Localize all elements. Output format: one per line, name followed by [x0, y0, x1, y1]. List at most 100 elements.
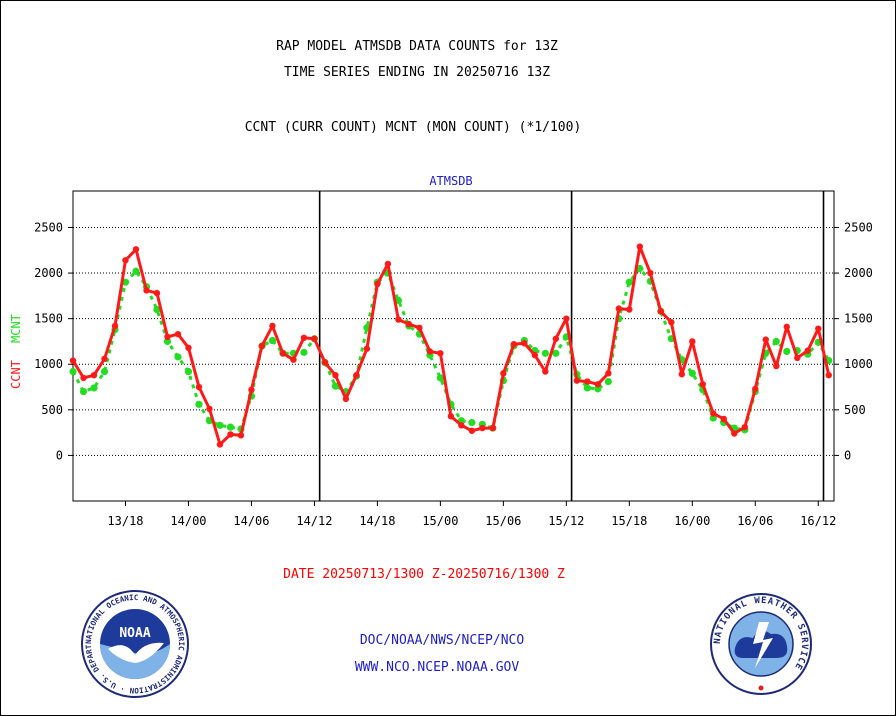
data-point-ccnt	[363, 345, 371, 352]
data-point-mcnt	[783, 347, 791, 356]
data-point-mcnt	[100, 367, 109, 376]
data-point-ccnt	[815, 325, 822, 332]
data-point-mcnt	[163, 337, 172, 346]
data-point-mcnt	[436, 374, 444, 382]
chart-title-line2: TIME SERIES ENDING IN 20250716 13Z	[283, 65, 551, 80]
data-point-ccnt	[237, 432, 245, 439]
data-point-mcnt	[594, 385, 602, 393]
y-tick-label: 1000	[34, 357, 63, 371]
data-point-ccnt	[164, 333, 171, 341]
x-tick-label: 15/06	[485, 514, 521, 528]
data-point-mcnt	[174, 353, 182, 361]
y-tick-label-right: 1000	[844, 357, 873, 371]
data-point-ccnt	[122, 257, 129, 264]
data-point-mcnt	[195, 400, 203, 408]
data-point-ccnt	[594, 381, 602, 388]
y-tick-label: 2000	[34, 266, 63, 280]
data-point-ccnt	[531, 351, 539, 359]
y-tick-label-right: 500	[844, 403, 866, 417]
noaa-logo[interactable]: NATIONAL OCEANIC AND ATMOSPHERIC ADMINIS…	[80, 589, 190, 699]
data-point-ccnt	[458, 422, 465, 429]
data-point-ccnt	[678, 371, 685, 378]
y-tick-label-right: 2500	[844, 220, 873, 234]
data-point-ccnt	[573, 377, 581, 384]
data-point-mcnt	[688, 369, 696, 377]
x-tick-label: 16/12	[800, 514, 836, 528]
x-tick-label: 14/12	[296, 514, 332, 528]
data-point-ccnt	[804, 347, 811, 354]
data-point-ccnt	[762, 336, 769, 343]
data-point-ccnt	[437, 350, 444, 357]
data-point-ccnt	[794, 354, 801, 362]
data-point-ccnt	[710, 410, 717, 417]
data-point-ccnt	[479, 424, 486, 432]
data-point-ccnt	[248, 386, 255, 393]
nws-logo[interactable]: NATIONAL WEATHER SERVICE	[709, 592, 813, 696]
x-tick-label: 15/12	[548, 514, 584, 528]
data-point-ccnt	[689, 338, 696, 345]
data-point-ccnt	[552, 335, 560, 342]
x-tick-label: 13/18	[107, 514, 143, 528]
data-point-ccnt	[395, 316, 402, 323]
plot-label: ATMSDB	[429, 174, 472, 188]
data-point-mcnt	[300, 348, 308, 356]
data-point-ccnt	[584, 378, 591, 385]
data-point-ccnt	[206, 405, 213, 413]
data-point-ccnt	[111, 322, 119, 330]
data-point-mcnt	[226, 423, 235, 431]
data-point-ccnt	[636, 243, 644, 250]
y-axis-label-mcnt: MCNT	[9, 314, 23, 343]
data-point-ccnt	[353, 371, 360, 379]
data-point-mcnt	[541, 349, 549, 357]
data-point-mcnt	[552, 349, 560, 357]
data-point-ccnt	[321, 359, 329, 366]
website-link[interactable]: WWW.NCO.NCEP.NOAA.GOV	[354, 660, 520, 675]
data-point-ccnt	[174, 330, 182, 338]
data-point-ccnt	[657, 308, 665, 315]
y-tick-label: 2500	[34, 220, 63, 234]
data-point-ccnt	[500, 370, 507, 377]
chart-subtitle: CCNT (CURR COUNT) MCNT (MON COUNT) (*1/1…	[244, 120, 582, 135]
data-point-ccnt	[69, 357, 77, 364]
data-point-mcnt	[79, 387, 88, 396]
data-point-ccnt	[290, 356, 297, 363]
plot-frame	[72, 190, 835, 502]
x-tick-label: 16/06	[737, 514, 773, 528]
data-point-mcnt	[90, 384, 98, 392]
data-point-ccnt	[143, 287, 150, 294]
data-point-ccnt	[279, 350, 287, 357]
date-range-label: DATE 20250713/1300 Z-20250716/1300 Z	[283, 567, 565, 582]
data-point-ccnt	[90, 371, 98, 379]
x-tick-label: 16/00	[674, 514, 710, 528]
data-point-ccnt	[489, 424, 497, 432]
chart-title-line1: RAP MODEL ATMSDB DATA COUNTS for 13Z	[276, 39, 558, 54]
data-point-ccnt	[269, 322, 276, 330]
data-point-ccnt	[258, 342, 266, 350]
data-point-ccnt	[825, 371, 832, 379]
data-point-ccnt	[468, 427, 476, 434]
data-point-ccnt	[342, 395, 350, 403]
data-point-ccnt	[447, 413, 455, 420]
org-path-link[interactable]: DOC/NOAA/NWS/NCEP/NCO	[359, 633, 525, 648]
y-tick-label: 500	[41, 403, 63, 417]
data-point-ccnt	[720, 415, 727, 423]
x-tick-label: 14/18	[359, 514, 395, 528]
data-point-ccnt	[783, 323, 790, 331]
data-point-ccnt	[426, 348, 434, 355]
data-point-mcnt	[132, 267, 140, 275]
data-point-ccnt	[605, 370, 612, 377]
data-point-ccnt	[773, 362, 780, 370]
data-point-ccnt	[752, 385, 759, 393]
y-tick-label-right: 2000	[844, 266, 873, 280]
data-point-ccnt	[384, 260, 392, 268]
data-point-ccnt	[510, 340, 518, 348]
data-point-mcnt	[583, 384, 591, 392]
y-tick-label-right: 0	[844, 448, 851, 462]
data-point-mcnt	[468, 418, 476, 427]
y-tick-label-right: 1500	[844, 312, 873, 326]
x-tick-label: 15/00	[422, 514, 458, 528]
data-point-ccnt	[101, 355, 108, 362]
y-tick-label: 1500	[34, 312, 63, 326]
data-point-ccnt	[668, 319, 675, 326]
